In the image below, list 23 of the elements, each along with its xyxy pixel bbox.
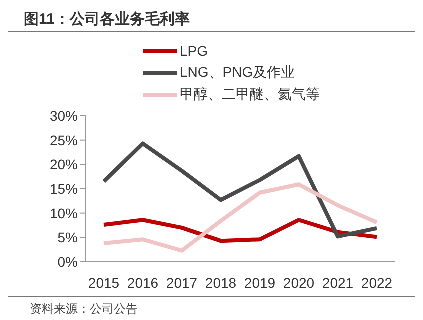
y-tick-label: 25% xyxy=(50,132,78,148)
legend-label: LPG xyxy=(180,43,208,59)
x-tick-label: 2016 xyxy=(127,274,159,291)
x-tick-label: 2018 xyxy=(205,274,237,291)
legend-label: LNG、PNG及作业 xyxy=(180,64,296,82)
line-series xyxy=(102,142,379,239)
x-tick-label: 2020 xyxy=(283,274,315,291)
x-tick-label: 2015 xyxy=(88,274,120,291)
y-tick-label: 10% xyxy=(50,205,78,222)
legend-label: 甲醇、二甲醚、氦气等 xyxy=(180,86,320,104)
x-tick-label: 2021 xyxy=(322,274,354,291)
chart-title: 图11：公司各业务毛利率 xyxy=(8,8,415,32)
y-tick-label: 0% xyxy=(58,254,78,270)
y-tick-label: 15% xyxy=(50,180,78,197)
y-tick-label: 5% xyxy=(58,230,78,246)
text: 资料来源：公司公告 xyxy=(30,301,139,318)
x-tick-label: 2017 xyxy=(166,274,198,291)
line-series xyxy=(102,218,379,244)
y-tick-label: 30% xyxy=(50,108,78,124)
line-series xyxy=(102,182,379,253)
x-tick-label: 2019 xyxy=(244,274,276,291)
y-tick-label: 20% xyxy=(50,156,78,173)
x-tick-label: 2022 xyxy=(361,274,393,291)
